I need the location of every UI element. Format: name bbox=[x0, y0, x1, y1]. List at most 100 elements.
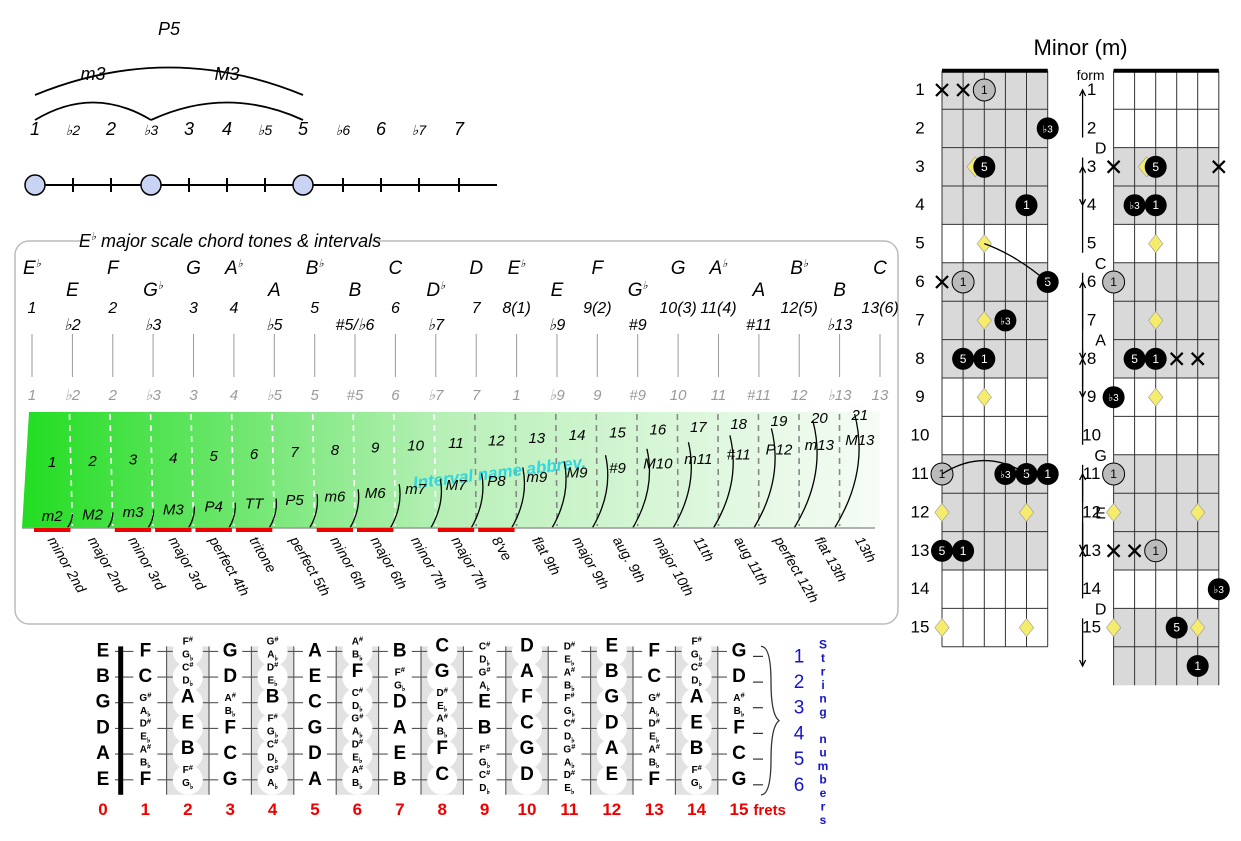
svg-text:B: B bbox=[605, 661, 619, 682]
svg-text:D: D bbox=[1095, 601, 1107, 618]
svg-text:F: F bbox=[140, 640, 152, 661]
svg-text:1: 1 bbox=[981, 352, 988, 366]
svg-text:♭3: ♭3 bbox=[144, 122, 159, 138]
svg-text:S: S bbox=[819, 637, 827, 651]
svg-text:M9: M9 bbox=[567, 465, 588, 482]
svg-text:♭3: ♭3 bbox=[1000, 470, 1011, 481]
svg-text:♭3: ♭3 bbox=[1108, 393, 1119, 404]
svg-text:G: G bbox=[435, 661, 450, 682]
svg-text:F: F bbox=[591, 258, 604, 279]
svg-text:#11: #11 bbox=[746, 317, 772, 334]
svg-text:♭3: ♭3 bbox=[1043, 124, 1054, 135]
svg-text:B: B bbox=[393, 640, 407, 661]
svg-text:E: E bbox=[605, 764, 618, 785]
svg-text:n: n bbox=[819, 732, 826, 746]
svg-text:♭3: ♭3 bbox=[145, 317, 162, 334]
svg-text:m6: m6 bbox=[324, 489, 345, 506]
svg-text:G: G bbox=[96, 692, 111, 713]
svg-text:0: 0 bbox=[98, 800, 107, 819]
svg-text:m3: m3 bbox=[123, 504, 144, 521]
svg-text:form: form bbox=[1077, 67, 1105, 83]
svg-text:12(5): 12(5) bbox=[781, 300, 818, 317]
svg-text:7: 7 bbox=[915, 310, 924, 329]
svg-text:6: 6 bbox=[250, 446, 259, 463]
svg-text:B: B bbox=[833, 280, 846, 301]
svg-text:E: E bbox=[97, 640, 110, 661]
svg-text:#11: #11 bbox=[727, 447, 751, 464]
svg-text:♭5: ♭5 bbox=[266, 317, 283, 334]
svg-text:1: 1 bbox=[1044, 467, 1051, 481]
svg-text:15: 15 bbox=[911, 618, 930, 637]
svg-text:5: 5 bbox=[794, 749, 805, 770]
svg-text:11: 11 bbox=[711, 387, 727, 404]
svg-text:1: 1 bbox=[1152, 544, 1159, 558]
svg-text:1: 1 bbox=[1152, 352, 1159, 366]
svg-text:4: 4 bbox=[230, 387, 238, 404]
svg-text:E: E bbox=[478, 692, 491, 713]
svg-text:1: 1 bbox=[960, 544, 967, 558]
svg-text:G: G bbox=[604, 687, 619, 708]
svg-text:♭3: ♭3 bbox=[145, 387, 161, 404]
svg-text:9: 9 bbox=[915, 387, 924, 406]
svg-text:B: B bbox=[181, 738, 195, 759]
svg-text:m2: m2 bbox=[42, 508, 63, 525]
svg-text:A: A bbox=[605, 738, 619, 759]
svg-text:F: F bbox=[436, 738, 448, 759]
svg-text:M2: M2 bbox=[82, 507, 103, 524]
svg-text:F: F bbox=[648, 769, 660, 790]
svg-text:1: 1 bbox=[1194, 659, 1201, 673]
svg-text:A: A bbox=[520, 661, 534, 682]
svg-text:3: 3 bbox=[794, 698, 805, 719]
svg-text:10: 10 bbox=[407, 437, 424, 454]
svg-text:9: 9 bbox=[480, 800, 489, 819]
svg-text:6: 6 bbox=[353, 800, 362, 819]
svg-text:1: 1 bbox=[794, 646, 805, 667]
svg-text:5: 5 bbox=[310, 300, 319, 317]
svg-text:9: 9 bbox=[593, 387, 602, 404]
svg-text:4: 4 bbox=[1087, 195, 1096, 214]
svg-text:C: C bbox=[873, 258, 887, 279]
svg-text:G: G bbox=[308, 717, 323, 738]
svg-text:14: 14 bbox=[687, 800, 706, 819]
svg-text:P5: P5 bbox=[158, 19, 181, 39]
svg-text:r: r bbox=[821, 799, 826, 813]
svg-text:1: 1 bbox=[30, 119, 40, 139]
svg-text:10: 10 bbox=[670, 387, 687, 404]
svg-text:A: A bbox=[393, 717, 407, 738]
svg-text:C: C bbox=[647, 666, 661, 687]
svg-text:m: m bbox=[818, 759, 829, 773]
svg-text:3: 3 bbox=[129, 452, 138, 469]
svg-text:♭6: ♭6 bbox=[336, 122, 351, 138]
svg-text:6: 6 bbox=[391, 300, 400, 317]
svg-text:1: 1 bbox=[1110, 275, 1117, 289]
svg-text:5: 5 bbox=[1152, 160, 1159, 174]
svg-text:F: F bbox=[140, 769, 152, 790]
svg-text:TT: TT bbox=[245, 496, 265, 513]
svg-text:n: n bbox=[819, 691, 826, 705]
svg-text:B: B bbox=[478, 717, 492, 738]
svg-text:C: C bbox=[139, 666, 153, 687]
svg-text:2: 2 bbox=[915, 118, 924, 137]
svg-text:♭9: ♭9 bbox=[549, 317, 566, 334]
svg-text:9: 9 bbox=[1087, 387, 1096, 406]
svg-text:9: 9 bbox=[371, 440, 380, 457]
svg-text:A: A bbox=[181, 687, 195, 708]
svg-text:8: 8 bbox=[437, 800, 446, 819]
svg-text:i: i bbox=[821, 678, 824, 692]
svg-text:7: 7 bbox=[290, 444, 299, 461]
svg-text:3: 3 bbox=[189, 387, 198, 404]
svg-text:D: D bbox=[393, 692, 407, 713]
svg-text:15: 15 bbox=[1082, 618, 1101, 637]
svg-text:#9: #9 bbox=[629, 387, 646, 404]
svg-text:P4: P4 bbox=[205, 499, 223, 516]
svg-text:A: A bbox=[308, 640, 322, 661]
svg-text:19: 19 bbox=[771, 413, 788, 430]
svg-text:C: C bbox=[308, 692, 322, 713]
svg-text:♭7: ♭7 bbox=[428, 387, 444, 404]
svg-text:M6: M6 bbox=[365, 485, 386, 502]
svg-text:F: F bbox=[521, 687, 533, 708]
svg-text:1: 1 bbox=[48, 454, 56, 471]
svg-text:5: 5 bbox=[210, 448, 219, 465]
svg-text:g: g bbox=[819, 705, 826, 719]
svg-text:G: G bbox=[732, 769, 747, 790]
